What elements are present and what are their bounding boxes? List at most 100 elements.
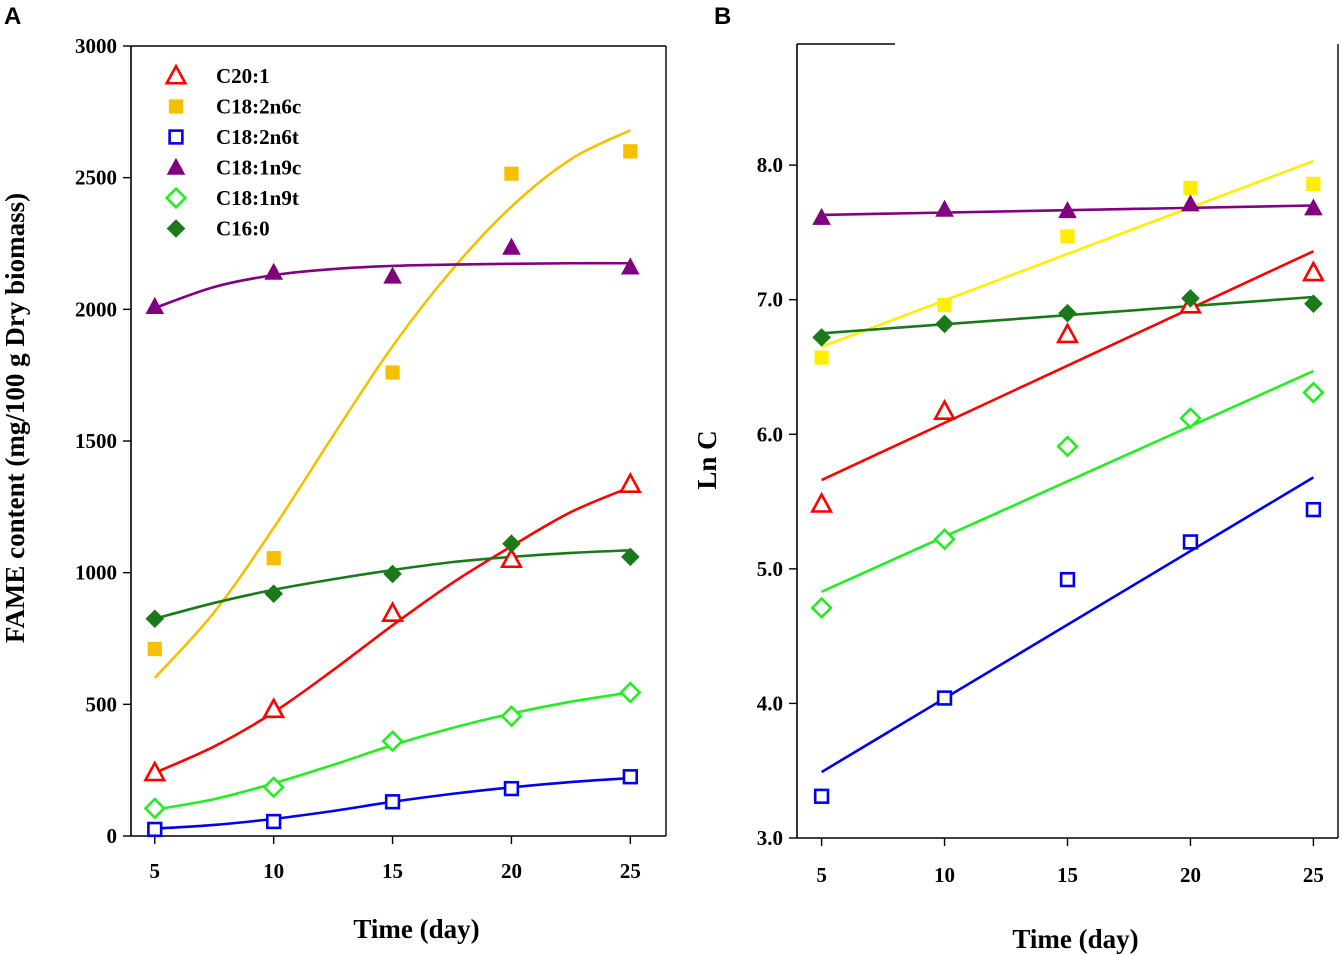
chart-a-legend-marker-c18-1n9t bbox=[164, 186, 188, 210]
chart-a-legend-marker-c20-1 bbox=[164, 63, 188, 85]
chart-b-point-c18-1n9c bbox=[1304, 198, 1323, 216]
chart-a-point-c18-2n6t bbox=[622, 769, 639, 785]
chart-b-point-c18-1n9t bbox=[810, 596, 833, 620]
chart-b-x-axis-title: Time (day) bbox=[1012, 924, 1138, 954]
chart-b-point-c16-0 bbox=[1058, 303, 1077, 323]
chart-b-point-c16-0 bbox=[812, 328, 831, 347]
chart-a-fit-c18-2n6c bbox=[153, 129, 631, 679]
chart-b-point-c18-2n6t bbox=[1182, 534, 1199, 550]
chart-b-fit-c18-1n9t bbox=[821, 369, 1314, 593]
chart-a-y-tick-label: 1500 bbox=[75, 429, 117, 453]
chart-a-point-c18-2n6c bbox=[266, 551, 281, 566]
chart-a-point-c18-1n9c bbox=[145, 296, 165, 314]
chart-a-point-c18-1n9t bbox=[619, 681, 642, 704]
chart-b-point-c18-2n6c bbox=[1306, 176, 1321, 192]
chart-b-point-c20-1 bbox=[810, 491, 834, 513]
chart-a-legend-label-c20-1: C20:1 bbox=[216, 64, 270, 88]
chart-a-point-c16-0 bbox=[383, 564, 402, 584]
chart-a-legend-label-c18-1n9t: C18:1n9t bbox=[216, 186, 299, 210]
chart-b: 3.0 4.0 5.0 6.0 7.0 8.0 5 10 15 20 25 Time (day) Ln … bbox=[692, 43, 1339, 954]
chart-a-legend-label-c18-2n6c: C18:2n6c bbox=[216, 95, 301, 119]
chart-a-x-axis-title: Time (day) bbox=[353, 914, 479, 944]
chart-b-point-c18-1n9c bbox=[812, 207, 831, 225]
chart-b-y-tick-label: 5.0 bbox=[757, 557, 783, 581]
chart-a-point-c16-0 bbox=[264, 584, 283, 604]
chart-a-legend-label-c18-2n6t: C18:2n6t bbox=[216, 125, 299, 149]
chart-a-point-c18-2n6c bbox=[147, 641, 162, 657]
chart-a-point-c18-2n6c bbox=[623, 144, 638, 159]
chart-b-fit-c18-2n6t bbox=[820, 476, 1315, 774]
chart-b-x-tick-label: 20 bbox=[1180, 863, 1201, 887]
chart-b-point-c18-1n9c bbox=[1181, 194, 1200, 212]
chart-a-x-tick-label: 25 bbox=[620, 859, 641, 883]
chart-a-point-c18-2n6c bbox=[504, 166, 519, 181]
chart-b-y-tick-label: 4.0 bbox=[757, 691, 783, 715]
chart-a-point-c18-1n9c bbox=[621, 257, 640, 275]
chart-a-point-c18-2n6t bbox=[503, 780, 520, 797]
chart-a-point-c20-1 bbox=[143, 760, 167, 782]
chart-b-y-tick-label: 6.0 bbox=[757, 422, 783, 446]
chart-a-point-c18-1n9t bbox=[500, 705, 523, 728]
chart-a-y-tick-label: 500 bbox=[86, 692, 118, 716]
chart-b-point-c16-0 bbox=[1181, 289, 1200, 308]
chart-a-point-c18-2n6t bbox=[384, 794, 401, 810]
chart-b-y-tick-label: 7.0 bbox=[757, 288, 783, 312]
chart-b-point-c18-2n6t bbox=[1059, 571, 1076, 588]
chart-a-legend-label-c18-1n9c: C18:1n9c bbox=[216, 156, 301, 180]
chart-a-y-tick-label: 2000 bbox=[75, 297, 117, 321]
chart-a-point-c18-2n6t bbox=[147, 821, 163, 838]
chart-a: 0 500 1000 1500 2000 2500 3000 5 10 15 20 25 Time (d… bbox=[0, 34, 667, 944]
chart-a-point-c20-1 bbox=[381, 601, 405, 623]
chart-a-fit-c20-1 bbox=[154, 485, 631, 774]
chart-a-point-c18-1n9t bbox=[143, 797, 166, 820]
chart-a-legend-marker-c18-2n6t bbox=[168, 129, 184, 145]
chart-a-y-tick-label: 2500 bbox=[75, 166, 117, 190]
chart-a-point-c20-1 bbox=[618, 471, 642, 493]
chart-a-legend-marker-c18-2n6c bbox=[168, 99, 184, 114]
chart-a-fit-c18-1n9c bbox=[154, 261, 631, 310]
chart-b-x-tick-label: 15 bbox=[1057, 863, 1078, 887]
chart-a-x-tick-label: 10 bbox=[263, 859, 284, 883]
chart-b-point-c18-1n9t bbox=[1056, 435, 1079, 458]
chart-a-y-axis-title: FAME content (mg/100 g Dry biomass) bbox=[0, 193, 30, 643]
chart-b-point-c18-1n9t bbox=[1179, 406, 1202, 430]
chart-a-point-c18-1n9c bbox=[264, 262, 283, 280]
chart-a-point-c16-0 bbox=[621, 547, 640, 567]
chart-b-point-c18-2n6c bbox=[1060, 229, 1075, 244]
chart-b-fit-c18-2n6c bbox=[821, 159, 1314, 349]
chart-a-y-tick-label: 1000 bbox=[75, 561, 117, 585]
chart-a-y-tick-label: 3000 bbox=[75, 34, 117, 58]
chart-a-point-c18-1n9c bbox=[383, 266, 402, 284]
chart-b-point-c18-1n9t bbox=[933, 528, 956, 551]
chart-b-point-c18-1n9t bbox=[1302, 381, 1325, 404]
chart-b-x-tick-label: 10 bbox=[934, 863, 955, 887]
chart-b-y-axis-title: Ln C bbox=[692, 430, 722, 489]
chart-a-x-tick-label: 15 bbox=[382, 859, 403, 883]
chart-a-x-tick-label: 20 bbox=[501, 859, 522, 883]
chart-b-y-tick-label: 8.0 bbox=[757, 153, 783, 177]
chart-b-fit-c20-1 bbox=[821, 250, 1314, 482]
panel-a-letter: A bbox=[4, 3, 21, 30]
chart-a-point-c16-0 bbox=[502, 534, 521, 553]
chart-b-point-c16-0 bbox=[1304, 294, 1323, 314]
chart-a-legend-marker-c16-0 bbox=[166, 219, 186, 238]
chart-a-point-c18-2n6c bbox=[385, 365, 400, 380]
chart-b-point-c18-2n6c bbox=[937, 297, 952, 313]
chart-a-y-tick-label: 0 bbox=[107, 824, 118, 848]
chart-b-point-c16-0 bbox=[935, 314, 954, 334]
chart-b-point-c18-2n6c bbox=[1183, 180, 1198, 196]
chart-a-x-tick-label: 5 bbox=[150, 859, 161, 883]
chart-b-point-c18-2n6t bbox=[1305, 501, 1322, 518]
chart-a-point-c18-1n9c bbox=[502, 237, 521, 255]
chart-b-point-c18-2n6t bbox=[813, 788, 830, 804]
chart-b-point-c18-2n6t bbox=[936, 690, 953, 706]
chart-a-point-c18-2n6t bbox=[265, 813, 282, 830]
chart-b-point-c20-1 bbox=[933, 398, 957, 420]
chart-a-point-c18-1n9t bbox=[381, 730, 404, 753]
chart-b-x-tick-label: 25 bbox=[1303, 863, 1324, 887]
chart-b-point-c18-1n9c bbox=[935, 199, 954, 217]
panel-b-letter: B bbox=[714, 3, 731, 30]
chart-b-point-c20-1 bbox=[1056, 322, 1079, 344]
chart-a-point-c20-1 bbox=[499, 547, 523, 569]
